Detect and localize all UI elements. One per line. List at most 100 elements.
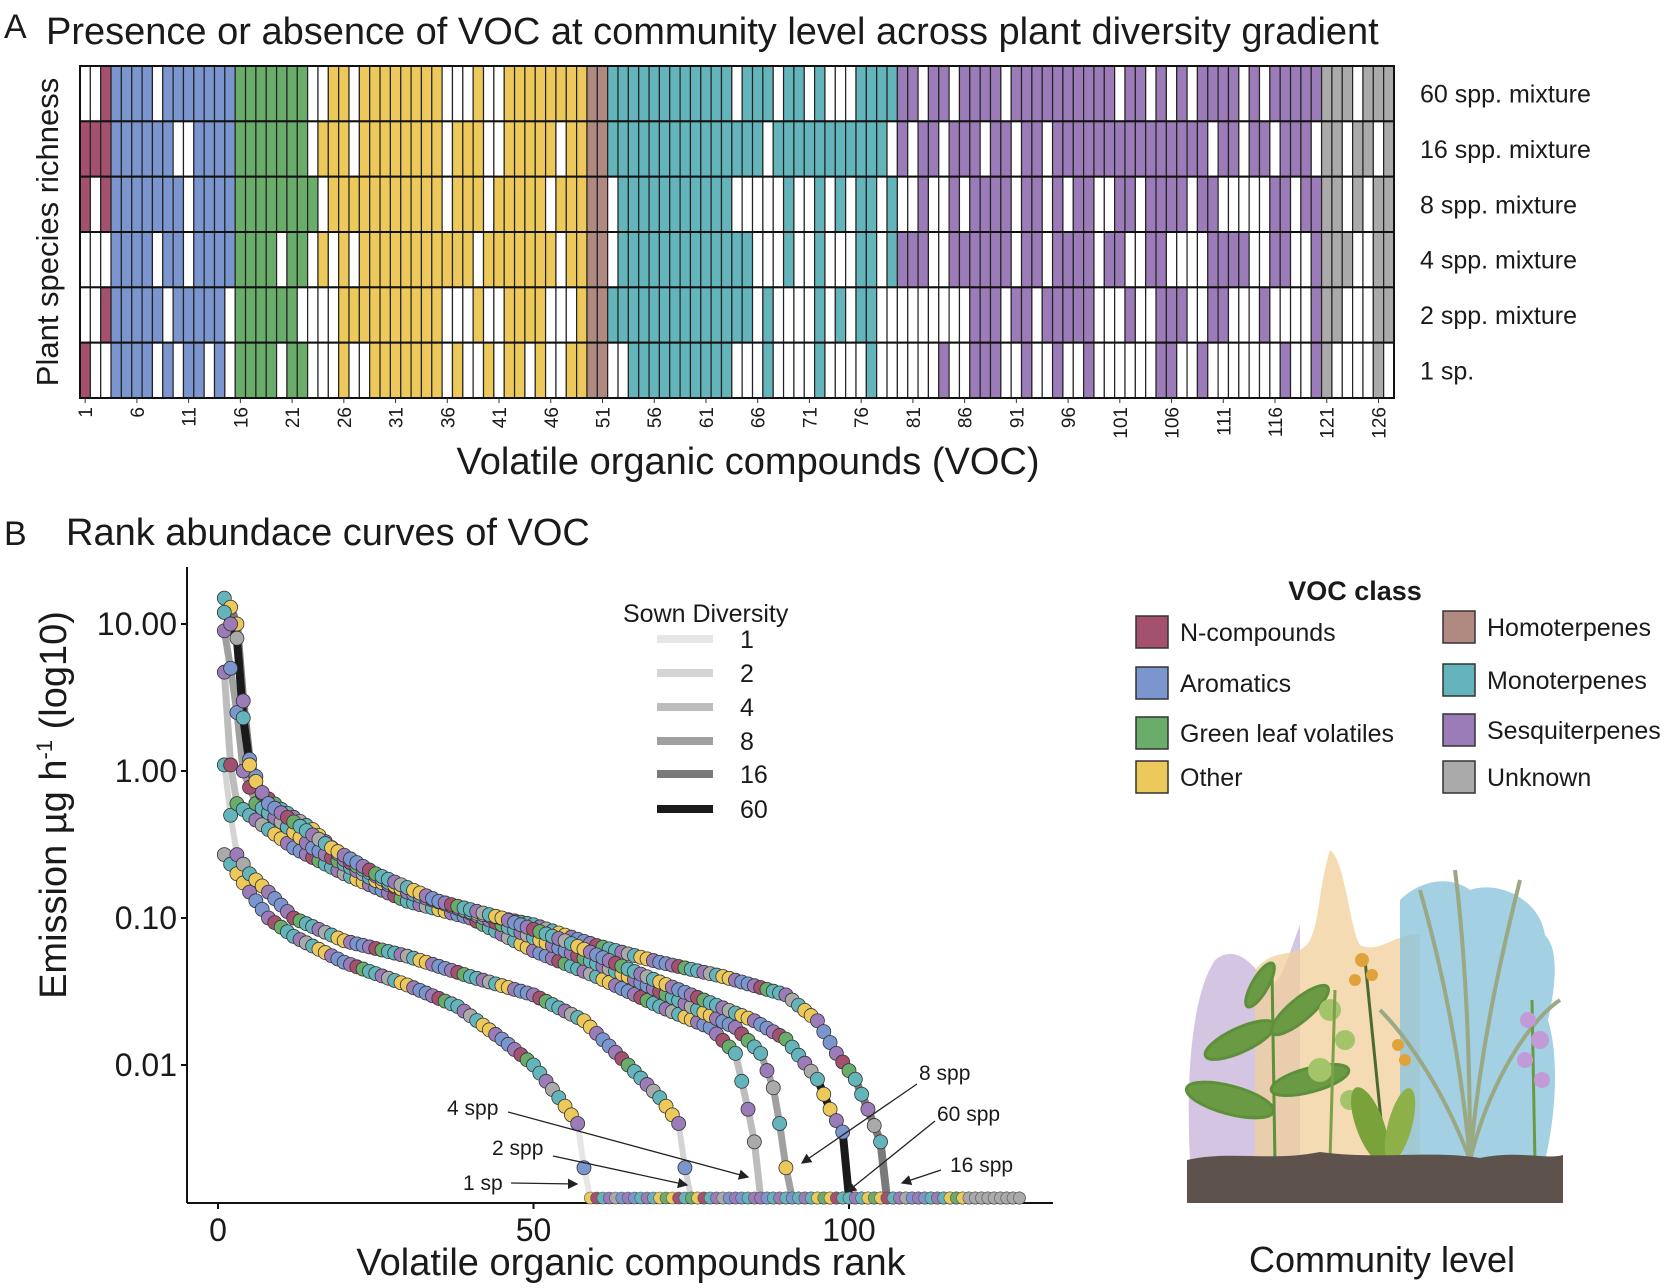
heatmap-cell: [327, 120, 340, 178]
heatmap-cell: [1041, 65, 1054, 122]
heatmap-cell: [1020, 120, 1033, 178]
legend-label: Monoterpenes: [1487, 667, 1647, 695]
heatmap-cell: [1207, 231, 1219, 288]
heatmap-cell: [296, 286, 309, 344]
heatmap-cell: [1114, 120, 1126, 178]
heatmap-cell: [565, 65, 578, 122]
heatmap-cell: [1010, 286, 1023, 344]
heatmap-cell: [782, 231, 795, 288]
heatmap-cell: [141, 176, 154, 233]
heatmap-cell: [338, 176, 350, 233]
heatmap-cell: [451, 231, 464, 288]
heatmap-cell: [172, 65, 185, 122]
legend-label: N-compounds: [1180, 619, 1336, 647]
heatmap-cell: [948, 342, 961, 399]
heatmap-cell: [1072, 286, 1085, 344]
heatmap-cell: [172, 120, 185, 178]
heatmap-cell: [627, 176, 640, 233]
heatmap-cell: [803, 342, 816, 399]
heatmap-cell: [1196, 231, 1209, 288]
heatmap-cell: [1124, 342, 1136, 399]
x-tick-label: 86: [956, 407, 977, 428]
heatmap-cell: [307, 120, 319, 178]
heatmap-cell: [1176, 176, 1188, 233]
heatmap-cell: [958, 286, 971, 344]
heatmap-cell: [834, 65, 847, 122]
heatmap-cell: [627, 231, 640, 288]
heatmap-cell: [751, 120, 764, 178]
heatmap-cell: [451, 342, 464, 399]
heatmap-cell: [938, 286, 950, 344]
heatmap-cell: [286, 120, 298, 178]
heatmap-cell: [658, 231, 671, 288]
heatmap-cell: [1372, 120, 1385, 178]
heatmap-cell: [689, 65, 702, 122]
heatmap-cell: [617, 65, 629, 122]
heatmap-cell: [182, 176, 195, 233]
data-point: [223, 616, 239, 632]
heatmap-cell: [803, 65, 816, 122]
heatmap-cell: [110, 342, 122, 399]
x-tick-label: 46: [542, 407, 563, 428]
heatmap-cell: [431, 342, 443, 399]
heatmap-cell: [451, 286, 464, 344]
heatmap-cell: [358, 231, 371, 288]
heatmap-cell: [772, 65, 785, 122]
heatmap-cell: [720, 231, 733, 288]
heatmap-cell: [286, 65, 298, 122]
x-tick-label: 26: [335, 407, 356, 428]
heatmap-cell: [607, 120, 619, 178]
heatmap-cell: [979, 65, 992, 122]
heatmap-cell: [617, 342, 629, 399]
heatmap-cell: [1269, 231, 1281, 288]
x-tick-label: 121: [1318, 407, 1339, 439]
heatmap-cell: [1362, 65, 1374, 122]
heatmap-cell: [493, 176, 505, 233]
heatmap-cell: [958, 231, 971, 288]
heatmap-cell: [338, 65, 350, 122]
heatmap-cell: [876, 65, 888, 122]
heatmap-cell: [162, 286, 174, 344]
heatmap-cell: [213, 286, 226, 344]
heatmap-cell: [1176, 286, 1188, 344]
heatmap-cell: [1000, 342, 1012, 399]
heatmap-cell: [1041, 176, 1054, 233]
heatmap-cell: [89, 286, 102, 344]
heatmap-cell: [1310, 176, 1323, 233]
heatmap-cell: [834, 342, 847, 399]
heatmap-cell: [203, 286, 216, 344]
heatmap-cell: [938, 231, 950, 288]
data-point: [223, 660, 239, 676]
heatmap-cell: [327, 176, 340, 233]
heatmap-cell: [131, 176, 143, 233]
heatmap-cell: [979, 120, 992, 178]
heatmap-cell: [1093, 342, 1105, 399]
heatmap-cell: [1320, 342, 1333, 399]
heatmap-cell: [762, 65, 774, 122]
legend-label: Green leaf volatiles: [1180, 720, 1394, 748]
heatmap-cell: [700, 120, 712, 178]
heatmap-cell: [1352, 342, 1364, 399]
heatmap-cell: [482, 286, 495, 344]
heatmap-cell: [544, 65, 557, 122]
heatmap-cell: [1041, 286, 1054, 344]
plant-community-illustration: Community level: [1184, 850, 1563, 1280]
heatmap-cell: [369, 286, 381, 344]
data-point: [223, 807, 239, 823]
data-point: [248, 773, 264, 789]
heatmap-cell: [1238, 231, 1250, 288]
heatmap-cell: [1124, 176, 1136, 233]
heatmap-cell: [265, 65, 278, 122]
heatmap-cell: [296, 120, 309, 178]
legend-label: 60: [740, 796, 768, 824]
heatmap-cell: [948, 65, 961, 122]
heatmap-cell: [1155, 231, 1167, 288]
heatmap-cell: [596, 120, 609, 178]
heatmap-cell: [1041, 342, 1054, 399]
heatmap-cell: [865, 65, 878, 122]
heatmap-cell: [845, 231, 857, 288]
heatmap-cell: [1248, 231, 1261, 288]
heatmap-cell: [1083, 342, 1095, 399]
heatmap-cell: [1114, 342, 1126, 399]
heatmap-cell: [1258, 342, 1271, 399]
